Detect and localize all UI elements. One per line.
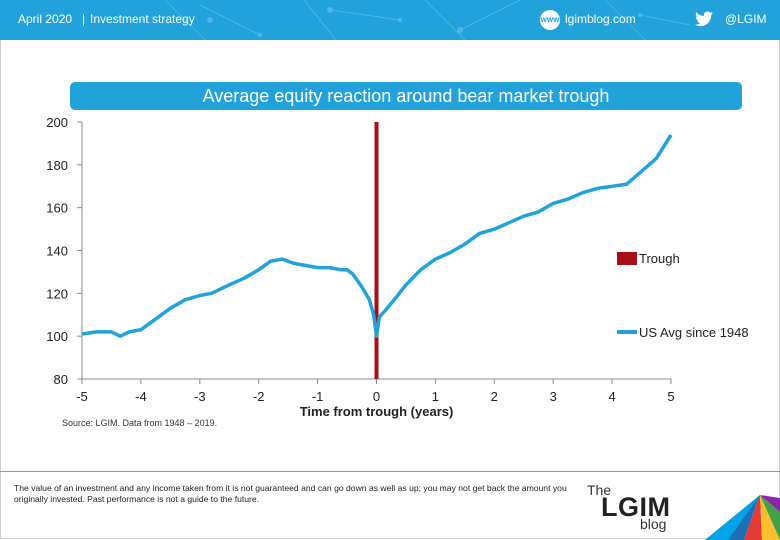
web-icon: www bbox=[540, 10, 560, 30]
chart-source-note: Source: LGIM. Data from 1948 – 2019. bbox=[62, 418, 218, 428]
disclaimer-text: The value of an investment and any incom… bbox=[14, 483, 567, 504]
logo-blog-text: blog bbox=[640, 516, 667, 532]
y-tick-label: 200 bbox=[46, 115, 68, 130]
x-tick-label: -2 bbox=[253, 389, 265, 404]
header-site-link[interactable]: lgimblog.com bbox=[565, 12, 636, 26]
x-tick-label: -4 bbox=[135, 389, 147, 404]
x-tick-label: 3 bbox=[550, 389, 557, 404]
x-tick-label: -1 bbox=[312, 389, 324, 404]
chart-labels: Time from trough (years) bbox=[300, 404, 454, 419]
header-date: April 2020 bbox=[18, 12, 73, 26]
header-separator: | bbox=[82, 12, 86, 26]
x-tick-label: 4 bbox=[608, 389, 615, 404]
y-tick-label: 120 bbox=[46, 286, 68, 301]
x-tick-label: 5 bbox=[667, 389, 674, 404]
x-tick-label: 1 bbox=[432, 389, 439, 404]
chart-legend: Trough US Avg since 1948 bbox=[617, 251, 749, 340]
twitter-icon[interactable] bbox=[695, 11, 713, 27]
network-pattern bbox=[164, 0, 691, 40]
series-group bbox=[81, 133, 673, 338]
legend-label-us-avg: US Avg since 1948 bbox=[639, 325, 749, 340]
x-tick-label: -3 bbox=[194, 389, 206, 404]
chart-area: 80 100 120 140 160 180 200 -5 -4 -3 -2 -1 0 1 2 3 4 5 Tim… bbox=[46, 115, 749, 419]
chart-title: Average equity reaction around bear mark… bbox=[70, 82, 742, 110]
x-tick-label: 2 bbox=[491, 389, 498, 404]
x-tick-label: 0 bbox=[373, 389, 380, 404]
y-tick-label: 140 bbox=[46, 244, 68, 259]
y-tick-label: 160 bbox=[46, 201, 68, 216]
series-line-us-avg bbox=[81, 133, 673, 338]
y-tick-label: 180 bbox=[46, 158, 68, 173]
footer-divider bbox=[0, 471, 780, 472]
logo-lgim-text: LGIM bbox=[601, 492, 671, 522]
x-axis-title: Time from trough (years) bbox=[300, 404, 454, 419]
header-bar: April 2020 | Investment strategy www lgi… bbox=[0, 0, 780, 40]
header-category-link[interactable]: Investment strategy bbox=[90, 12, 195, 26]
logo-the-text: The bbox=[587, 482, 612, 498]
y-tick-label: 80 bbox=[54, 372, 68, 387]
x-tick-label: -5 bbox=[76, 389, 88, 404]
legend-swatch-trough bbox=[617, 252, 637, 265]
umbrella-logo-icon bbox=[705, 495, 780, 540]
chart-axes: 80 100 120 140 160 180 200 -5 -4 -3 -2 -1 0 1 2 3 4 5 bbox=[46, 115, 674, 404]
header-twitter-handle[interactable]: @LGIM bbox=[725, 12, 767, 26]
y-tick-label: 100 bbox=[46, 329, 68, 344]
legend-label-trough: Trough bbox=[639, 251, 680, 266]
